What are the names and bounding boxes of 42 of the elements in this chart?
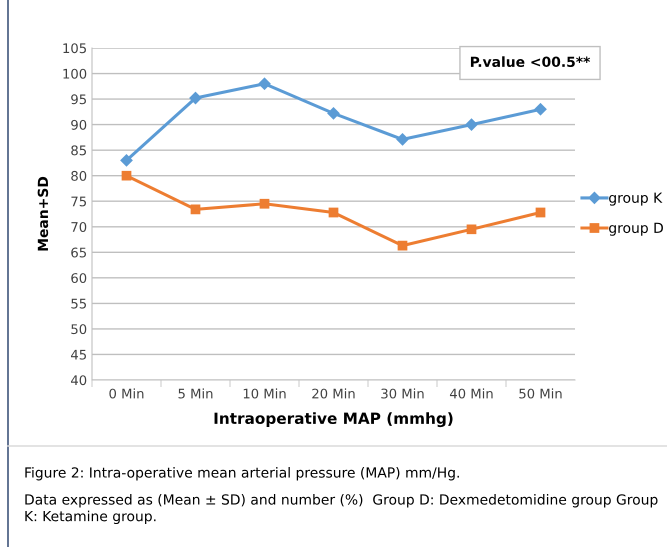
x-tick-label: 40 Min	[450, 388, 493, 399]
y-tick-label: 65	[71, 248, 86, 258]
annotation: P.value <00.5**	[470, 56, 590, 68]
y-tick-label: 50	[71, 324, 86, 334]
y-tick-label: 55	[71, 298, 86, 309]
y-tick-label: 100	[63, 68, 86, 79]
point	[260, 198, 270, 209]
point	[258, 78, 271, 90]
point	[536, 208, 546, 218]
point	[398, 240, 408, 251]
point	[328, 208, 338, 218]
y-tick-label: 75	[71, 196, 86, 206]
legend-label: group K	[609, 192, 662, 206]
y-axis-title: Mean+SD	[38, 176, 48, 251]
point	[122, 170, 132, 181]
y-tick-label: 60	[71, 273, 86, 284]
y-tick-label: 85	[71, 145, 86, 156]
caption: Figure 2: Intra-operative mean arterial pressure (MAP) mm/Hg.	[25, 467, 459, 480]
y-tick-label: 105	[63, 43, 86, 54]
point	[327, 107, 340, 120]
y-tick-label: 70	[71, 222, 86, 232]
y-tick-label: 90	[71, 120, 86, 130]
point	[120, 154, 133, 166]
x-tick-label: 10 Min	[244, 388, 286, 399]
point	[190, 204, 200, 214]
point	[534, 103, 547, 116]
point	[466, 224, 476, 234]
y-tick-label: 95	[71, 94, 86, 104]
point	[396, 133, 409, 146]
y-tick-label: 40	[70, 375, 86, 386]
x-tick-label: 50 Min	[519, 388, 562, 399]
legend-label: group D	[609, 222, 663, 236]
x-axis-title: Intraoperative MAP (mmhg)	[214, 412, 453, 428]
point	[465, 118, 478, 131]
x-tick-label: 20 Min	[312, 388, 355, 399]
y-tick-label: 45	[70, 350, 86, 360]
x-tick-label: 30 Min	[381, 388, 424, 399]
y-tick-label: 80	[71, 170, 86, 181]
x-tick-label: 0 Min	[109, 388, 144, 399]
point	[189, 92, 202, 104]
text: Data expressed as (Mean ± SD) and number (%) Group D: Dexmedetomidine group Group K: Ketamine group.	[25, 494, 658, 524]
x-tick-label: 5 Min	[178, 388, 212, 399]
